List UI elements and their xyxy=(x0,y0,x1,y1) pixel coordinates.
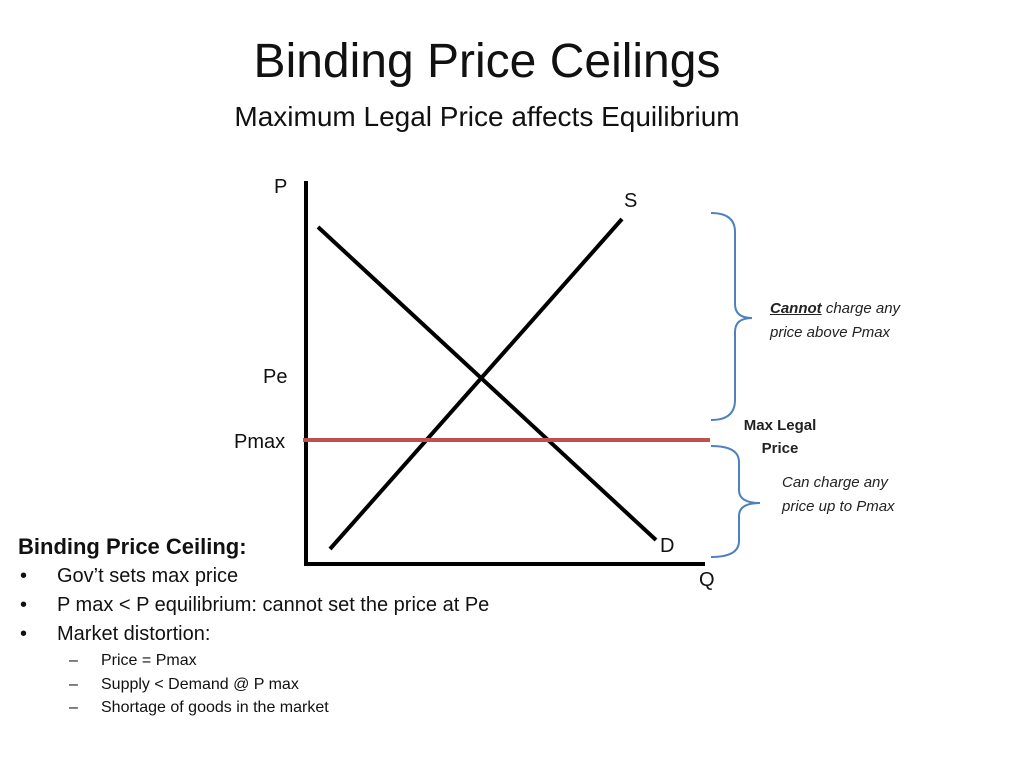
x-axis-label: Q xyxy=(699,569,715,591)
bullet-list: Gov’t sets max price P max < P equilibri… xyxy=(18,562,618,649)
equilibrium-price-label: Pe xyxy=(263,366,287,388)
lower-note-line2: price up to Pmax xyxy=(782,498,895,515)
upper-brace xyxy=(710,212,753,421)
sub-bullet-item: Supply < Demand @ P max xyxy=(18,673,618,697)
sub-bullet-item: Price = Pmax xyxy=(18,649,618,673)
bullet-item: P max < P equilibrium: cannot set the pr… xyxy=(18,591,618,620)
ceiling-price-label: Pmax xyxy=(234,431,285,453)
upper-note-emphasis: Cannot xyxy=(770,300,822,317)
y-axis-label: P xyxy=(274,176,287,198)
sub-bullet-item: Shortage of goods in the market xyxy=(18,696,618,720)
upper-note-line2: price above Pmax xyxy=(770,324,891,341)
demand-label: D xyxy=(660,535,674,557)
lower-note: Can charge any price up to Pmax xyxy=(782,471,895,519)
upper-note-rest: charge any xyxy=(821,300,901,317)
summary-block: Binding Price Ceiling: Gov’t sets max pr… xyxy=(18,532,618,720)
demand-curve xyxy=(316,225,658,542)
max-legal-line2: Price xyxy=(761,440,799,457)
max-legal-line1: Max Legal xyxy=(743,417,817,434)
upper-note: Cannot charge any price above Pmax xyxy=(770,297,900,345)
lower-note-line1: Can charge any xyxy=(782,474,888,491)
supply-label: S xyxy=(624,190,637,212)
supply-curve xyxy=(328,217,624,551)
lower-brace xyxy=(710,445,761,558)
bullet-item: Market distortion: xyxy=(18,620,618,649)
max-legal-price-label: Max Legal Price xyxy=(728,414,832,460)
slide-subtitle: Maximum Legal Price affects Equilibrium xyxy=(234,101,740,132)
bullet-item: Gov’t sets max price xyxy=(18,562,618,591)
slide-title: Binding Price Ceilings xyxy=(253,35,721,88)
sub-bullet-list: Price = Pmax Supply < Demand @ P max Sho… xyxy=(18,649,618,720)
summary-heading: Binding Price Ceiling: xyxy=(18,534,247,559)
